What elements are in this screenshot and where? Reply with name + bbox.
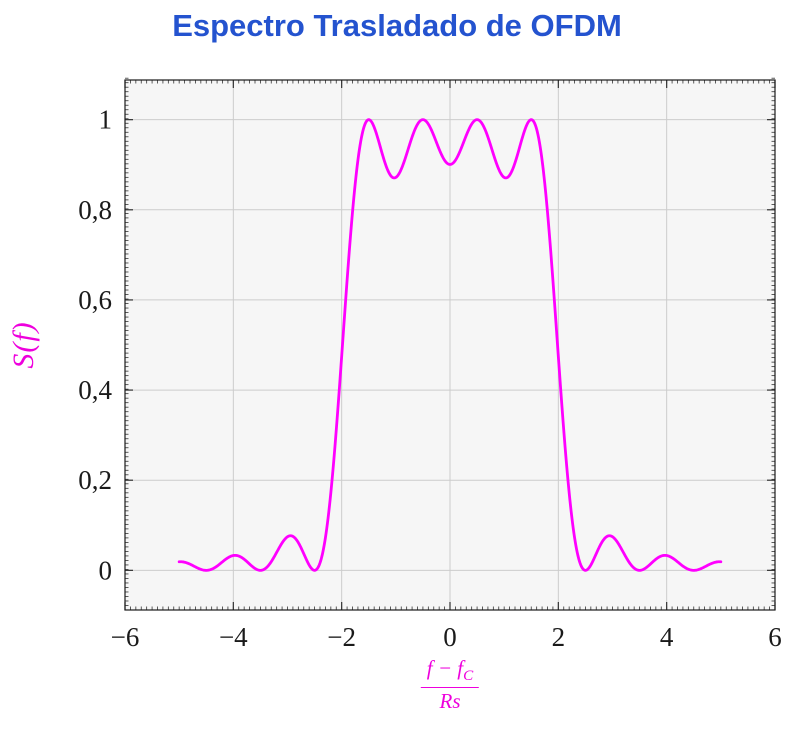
chart-title: Espectro Trasladado de OFDM: [172, 8, 622, 43]
x-tick-label: 4: [660, 622, 674, 652]
spectrum-curve: [177, 118, 723, 572]
x-tick-label: −2: [327, 622, 356, 652]
x-tick-label: 6: [768, 622, 782, 652]
y-tick-label: 0,6: [78, 285, 112, 315]
xlabel-numerator-sub: C: [463, 668, 474, 685]
x-tick-label: −6: [111, 622, 140, 652]
xlabel-denominator: Rs: [439, 689, 461, 714]
xlabel-fraction: f − fC Rs: [420, 656, 480, 714]
xlabel-numerator-main: f − f: [426, 656, 464, 680]
y-tick-label: 0,8: [78, 195, 112, 225]
y-tick-label: 1: [99, 105, 113, 135]
y-axis-label: S(f): [7, 321, 40, 369]
x-axis-label: f − fC Rs: [420, 656, 480, 714]
x-tick-label: −4: [219, 622, 248, 652]
x-tick-label: 0: [443, 622, 457, 652]
y-tick-label: 0,2: [78, 465, 112, 495]
axis-frame: [124, 79, 776, 611]
xlabel-numerator: f − fC: [421, 656, 479, 686]
y-tick-label: 0: [99, 555, 113, 585]
fraction-bar: [420, 686, 480, 689]
x-tick-label: 2: [552, 622, 566, 652]
y-tick-label: 0,4: [78, 375, 112, 405]
